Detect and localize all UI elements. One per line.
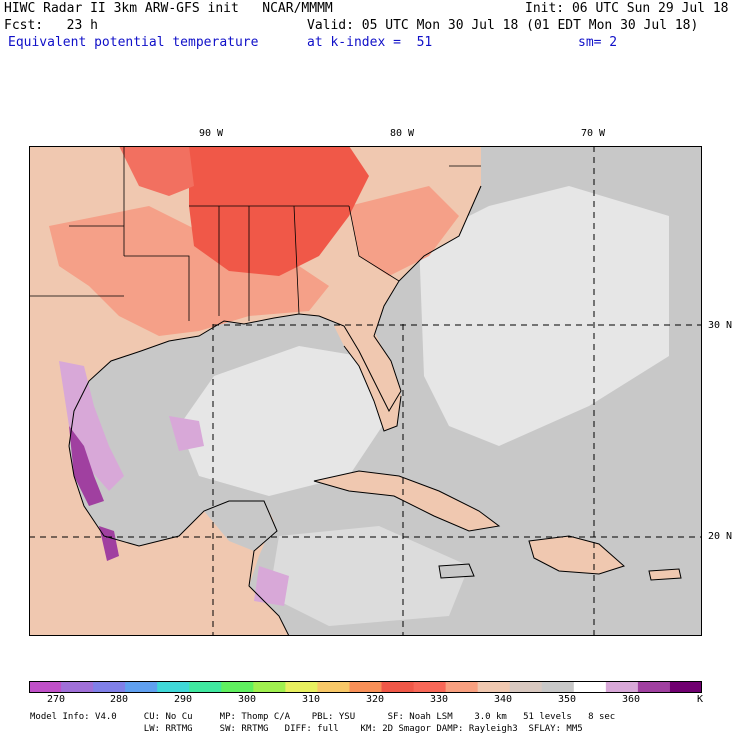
colorbar-tick-280: 280 xyxy=(110,694,129,705)
ocean-light-atlantic xyxy=(419,186,669,446)
field-name: Equivalent potential temperature xyxy=(8,35,259,50)
colorbar-swatch xyxy=(381,681,415,693)
colorbar-swatch xyxy=(189,681,222,693)
colorbar-tick-340: 340 xyxy=(494,694,513,705)
colorbar-swatch xyxy=(93,681,126,693)
colorbar-tick-270: 270 xyxy=(47,694,66,705)
colorbar-swatch xyxy=(605,681,639,693)
colorbar-tick-300: 300 xyxy=(238,694,257,705)
purple-dark-veracruz xyxy=(99,526,119,561)
lat-label-30n: 30 N xyxy=(708,320,733,331)
hot-zone-north xyxy=(119,146,194,196)
colorbar-swatch xyxy=(61,681,94,693)
ocean-light-caribbean xyxy=(269,526,469,626)
colorbar-tick-290: 290 xyxy=(174,694,193,705)
colorbar-swatch xyxy=(413,681,447,693)
colorbar-swatch xyxy=(253,681,286,693)
colorbar-tick-320: 320 xyxy=(366,694,385,705)
warm-zone-carolinas xyxy=(349,186,459,276)
forecast-hour: Fcst: 23 h xyxy=(4,18,98,33)
level-info: at k-index = 51 xyxy=(307,35,433,50)
colorbar-swatch xyxy=(477,681,511,693)
state-borders xyxy=(29,146,481,321)
mexico-coastline xyxy=(68,445,290,636)
colorbar-swatch xyxy=(541,681,575,693)
colorbar-tick-360: 360 xyxy=(622,694,641,705)
lon-label-80w: 80 W xyxy=(390,128,415,139)
init-time: Init: 06 UTC Sun 29 Jul 18 xyxy=(525,1,729,16)
colorbar xyxy=(29,681,702,693)
valid-time: Valid: 05 UTC Mon 30 Jul 18 (01 EDT Mon … xyxy=(307,18,699,33)
lon-label-90w: 90 W xyxy=(199,128,224,139)
cuba-land xyxy=(314,471,499,531)
colorbar-swatch xyxy=(125,681,158,693)
map-frame xyxy=(29,146,702,636)
purple-gulf-patch xyxy=(169,416,204,451)
colorbar-swatch xyxy=(637,681,671,693)
ocean-light-gulf xyxy=(179,346,389,496)
cuba-coastline xyxy=(313,470,501,532)
model-title: HIWC Radar II 3km ARW-GFS init NCAR/MMMM xyxy=(4,1,333,16)
colorbar-swatch xyxy=(573,681,607,693)
puerto-rico-land xyxy=(648,568,682,581)
yucatan-land xyxy=(204,501,277,551)
florida-land xyxy=(334,321,401,431)
florida-coastline xyxy=(343,345,402,432)
colorbar-tick-330: 330 xyxy=(430,694,449,705)
purple-dark-mexico xyxy=(69,426,104,506)
model-info-line1: Model Info: V4.0 CU: No Cu MP: Thomp C/A… xyxy=(30,712,616,722)
hot-zone-southeast xyxy=(189,146,369,276)
theta-e-map xyxy=(29,146,702,636)
purple-caribbean-patch xyxy=(254,566,289,606)
colorbar-swatch xyxy=(349,681,383,693)
colorbar-swatch xyxy=(285,681,318,693)
colorbar-swatch xyxy=(445,681,479,693)
colorbar-tick-310: 310 xyxy=(302,694,321,705)
colorbar-unit: K xyxy=(697,694,704,705)
colorbar-frame xyxy=(29,681,702,693)
colorbar-swatch xyxy=(221,681,254,693)
jamaica-land xyxy=(438,563,475,579)
model-info-line2: LW: RRTMG SW: RRTMG DIFF: full KM: 2D Sm… xyxy=(30,724,583,734)
colorbar-swatch xyxy=(509,681,543,693)
smoothing-info: sm= 2 xyxy=(578,35,618,50)
lat-label-20n: 20 N xyxy=(708,531,733,542)
colorbar-swatch xyxy=(157,681,190,693)
purple-texas-coast xyxy=(59,361,124,491)
colorbar-swatch xyxy=(669,681,702,693)
colorbar-swatch xyxy=(317,681,350,693)
colorbar-swatch xyxy=(29,681,62,693)
us-coastline xyxy=(68,185,482,447)
lon-label-70w: 70 W xyxy=(581,128,606,139)
colorbar-tick-350: 350 xyxy=(558,694,577,705)
